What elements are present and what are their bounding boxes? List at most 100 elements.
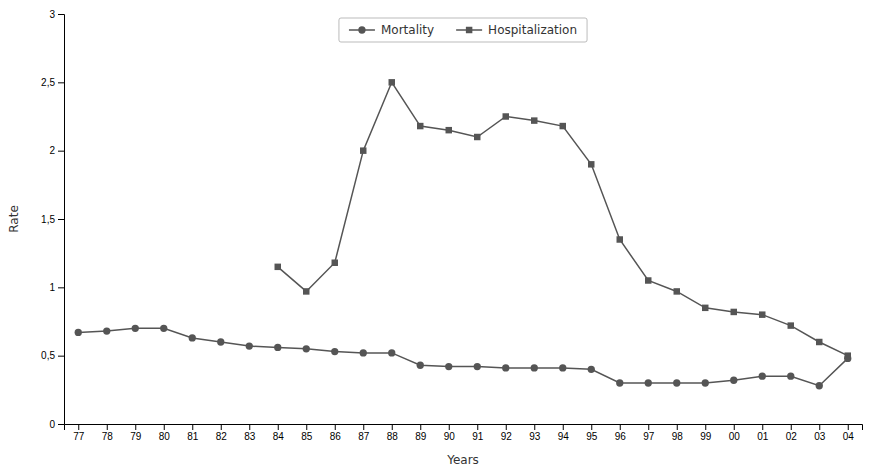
x-tick: 84 [273,424,285,442]
x-tick: 91 [472,424,484,442]
x-tick: 99 [700,424,712,442]
x-tick: 01 [757,424,769,442]
x-tick-label: 90 [444,431,456,442]
point [275,264,281,270]
point [731,309,737,315]
point [246,342,253,349]
y-tick-mark [58,151,64,152]
y-tick: 2 [49,145,64,156]
x-tick-mark [135,424,136,430]
y-tick-mark [58,287,64,288]
y-tick: 0 [49,419,64,430]
point [189,334,196,341]
x-tick-label: 96 [615,431,627,442]
x-tick-mark [791,424,792,430]
x-tick-mark [420,424,421,430]
legend: MortalityHospitalization [339,18,587,42]
line [278,82,848,355]
y-tick-mark [58,82,64,83]
y-tick: 1 [49,282,64,293]
x-tick-mark [164,424,165,430]
x-tick-label: 78 [102,431,114,442]
legend-item: Mortality [349,23,434,37]
point [445,363,452,370]
x-tick-label: 83 [244,431,256,442]
x-tick-label: 81 [187,431,199,442]
point [702,379,709,386]
x-tick-mark [306,424,307,430]
x-tick-mark [449,424,450,430]
y-tick-label: 1 [49,282,55,293]
x-tick-mark [762,424,763,430]
legend-marker [466,27,472,33]
x-tick: 97 [643,424,655,442]
x-tick-mark [249,424,250,430]
x-tick: 81 [187,424,199,442]
x-tick-mark [648,424,649,430]
x-tick-mark [107,424,108,430]
x-tick: 94 [558,424,570,442]
x-tick-mark [705,424,706,430]
point [759,373,766,380]
x-tick: 03 [814,424,826,442]
y-tick-label: 3 [49,9,55,20]
x-tick-label: 84 [273,431,285,442]
x-tick-mark [392,424,393,430]
point [673,379,680,386]
x-tick-label: 86 [330,431,342,442]
x-tick-mark [819,424,820,430]
y-tick-mark [58,14,64,15]
point [389,79,395,85]
x-tick-label: 00 [729,431,741,442]
series [75,325,852,390]
point [417,123,423,129]
x-tick: 83 [244,424,256,442]
y-axis-line [58,15,65,425]
point [617,236,623,242]
x-tick-label: 92 [501,431,513,442]
point [588,366,595,373]
point [103,327,110,334]
chart: 7778798081828384858687888990919293949596… [0,0,886,474]
point [160,325,167,332]
point [417,362,424,369]
x-tick-mark [591,424,592,430]
x-tick-mark [734,424,735,430]
y-tick: 2,5 [41,77,64,88]
x-tick: 82 [216,424,228,442]
x-tick-label: 79 [130,431,142,442]
x-tick-label: 82 [216,431,228,442]
x-tick-mark [477,424,478,430]
y-axis-title: Rate [7,205,21,233]
x-tick: 98 [672,424,684,442]
x-tick-mark [534,424,535,430]
x-tick-mark [563,424,564,430]
x-tick-label: 02 [786,431,798,442]
point [303,288,309,294]
x-tick-label: 99 [700,431,712,442]
x-tick: 78 [102,424,114,442]
point [788,322,794,328]
x-axis: 7778798081828384858687888990919293949596… [65,424,863,442]
x-tick-mark [278,424,279,430]
point [645,379,652,386]
x-tick: 96 [615,424,627,442]
point [531,117,537,123]
point [474,363,481,370]
y-tick-label: 2 [49,145,55,156]
x-tick: 80 [159,424,171,442]
point [560,123,566,129]
x-tick: 88 [387,424,399,442]
y-tick: 3 [49,9,64,20]
point [446,127,452,133]
x-axis-line [65,425,863,431]
x-tick-label: 03 [814,431,826,442]
point [331,348,338,355]
legend-marker [358,26,365,33]
point [559,364,566,371]
y-tick-mark [58,219,64,220]
marks [75,79,852,389]
series [275,79,851,359]
x-tick-label: 85 [301,431,313,442]
point [816,339,822,345]
